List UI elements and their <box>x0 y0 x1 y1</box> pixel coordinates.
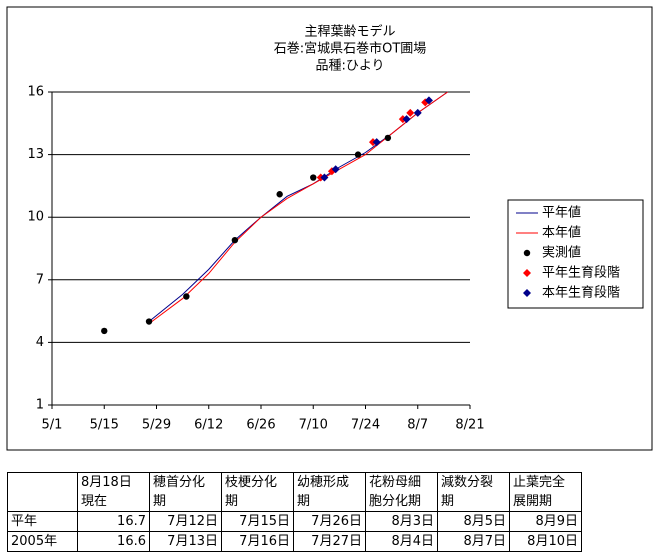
legend-swatch <box>523 289 531 297</box>
dot-marker <box>183 293 190 300</box>
dot-marker <box>276 191 283 198</box>
table-cell: 花粉母細 胞分化期 <box>365 472 438 512</box>
table-cell: 7月13日 <box>149 531 222 552</box>
y-tick-label: 1 <box>36 398 44 413</box>
chart-subtitle: 品種:ひより <box>315 58 384 74</box>
table-cell: 8月9日 <box>509 511 582 532</box>
table-cell: 7月15日 <box>221 511 294 532</box>
legend-label: 本年生育段階 <box>542 285 620 301</box>
x-tick-label: 6/26 <box>246 418 275 433</box>
x-tick-label: 6/12 <box>194 418 223 433</box>
table-cell: 減数分裂 期 <box>437 472 510 512</box>
stage-table: 8月18日 現在 穂首分化 期枝梗分化 期幼穂形成 期花粉母細 胞分化期 減数分裂 … <box>7 472 582 552</box>
table-cell: 16.6 <box>77 531 150 552</box>
dot-marker <box>354 151 362 158</box>
table-cell: 8月5日 <box>437 511 510 532</box>
x-tick-label: 8/7 <box>407 418 428 433</box>
legend-label: 平年生育段階 <box>542 265 620 281</box>
chart: 主稈葉齢モデル 石巻:宮城県石巻市OT圃場 品種:ひより 1 4 7 10 13 16 5/… <box>6 6 653 451</box>
diamond-marker <box>424 96 433 105</box>
x-tick-label: 5/15 <box>90 418 119 433</box>
table-cell: 止葉完全 展開期 <box>509 472 582 512</box>
legend-box <box>507 199 644 309</box>
table-row: 平年 16.7 7月12日 7月15日 7月26日 8月3日 8月5日 8月9日 <box>7 511 582 532</box>
table-cell: 幼穂形成 期 <box>293 472 366 512</box>
dot-marker <box>310 174 317 181</box>
dot-marker <box>384 134 392 142</box>
legend-label: 実測値 <box>542 245 581 261</box>
diamond-marker <box>331 165 340 174</box>
x-tick-label: 7/10 <box>299 418 328 433</box>
diamond-marker <box>406 108 415 117</box>
dot-marker <box>101 327 108 335</box>
table-cell: 16.7 <box>77 511 150 532</box>
x-tick-label: 5/29 <box>142 418 171 433</box>
table-cell: 7月12日 <box>149 511 222 532</box>
y-tick-label: 7 <box>36 272 44 287</box>
table-row: 8月18日 現在 穂首分化 期枝梗分化 期幼穂形成 期花粉母細 胞分化期 減数分裂 … <box>7 472 582 512</box>
dot-marker <box>231 236 239 244</box>
table-cell: 穂首分化 期 <box>149 472 222 512</box>
legend-label: 本年値 <box>542 225 581 241</box>
table-cell: 7月16日 <box>221 531 294 552</box>
x-tick-label: 5/1 <box>42 418 63 433</box>
x-tick-label: 8/21 <box>455 418 484 433</box>
table-row: 2005年 16.6 7月13日 7月16日 7月27日 8月4日 8月7日 8月10日 <box>7 531 582 552</box>
table-cell: 8月18日 現在 <box>77 472 150 512</box>
table-cell: 7月27日 <box>293 531 366 552</box>
diamond-marker <box>320 173 329 182</box>
table-cell: 平年 <box>7 511 78 532</box>
legend-swatch <box>523 269 531 277</box>
table-cell: 2005年 <box>7 531 78 552</box>
table-cell: 枝梗分化 期 <box>221 472 294 512</box>
y-tick-label: 10 <box>27 210 44 225</box>
dot-marker <box>145 318 153 325</box>
table-cell: 7月26日 <box>293 511 366 532</box>
table-cell <box>7 472 78 512</box>
diamond-marker <box>402 115 411 124</box>
y-tick-label: 16 <box>27 85 44 100</box>
chart-title: 主稈葉齢モデル <box>304 24 395 40</box>
diamond-marker <box>413 108 422 117</box>
legend-swatch <box>523 249 531 257</box>
legend-label: 平年値 <box>542 205 581 221</box>
table-cell: 8月10日 <box>509 531 582 552</box>
chart-subtitle: 石巻:宮城県石巻市OT圃場 <box>274 41 427 57</box>
data-line <box>148 91 448 325</box>
table-cell: 8月4日 <box>365 531 438 552</box>
y-tick-label: 13 <box>27 147 44 162</box>
y-tick-label: 4 <box>36 335 44 350</box>
x-tick-label: 7/24 <box>351 418 380 433</box>
diamond-marker <box>372 138 381 147</box>
table-cell: 8月3日 <box>365 511 438 532</box>
table-cell: 8月7日 <box>437 531 510 552</box>
